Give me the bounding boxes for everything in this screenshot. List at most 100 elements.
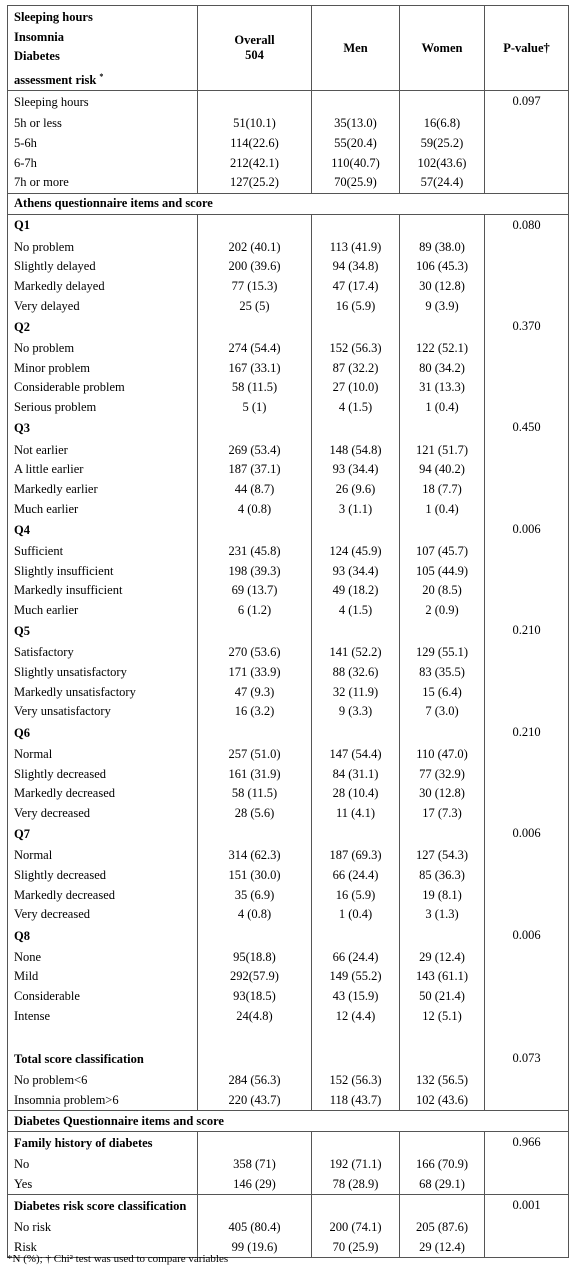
empty-cell bbox=[311, 1026, 400, 1071]
count-cell: 5 (1) bbox=[197, 397, 312, 418]
row-group: Diabetes risk score classification 0.001 N… bbox=[7, 1194, 569, 1258]
row-label: Much earlier bbox=[7, 499, 198, 519]
empty-cell bbox=[484, 378, 569, 398]
p-value: 0.001 bbox=[484, 1194, 569, 1218]
count-cell: 93(18.5) bbox=[197, 986, 312, 1007]
count-cell: 83 (35.5) bbox=[399, 662, 485, 683]
count-cell: 31 (13.3) bbox=[399, 378, 485, 398]
group-heading: Total score classification bbox=[7, 1026, 198, 1071]
group-heading-row: Q1 0.080 bbox=[7, 213, 569, 238]
data-row: Very unsatisfactory 16 (3.2) 9 (3.3) 7 (3.0… bbox=[7, 702, 569, 722]
count-cell: 16(6.8) bbox=[399, 113, 485, 134]
empty-cell bbox=[197, 1026, 312, 1071]
group-heading: Q7 bbox=[7, 823, 198, 846]
row-label: Much earlier bbox=[7, 600, 198, 621]
row-label: Very unsatisfactory bbox=[7, 702, 198, 722]
count-cell: 16 (3.2) bbox=[197, 702, 312, 722]
group-heading-row: Sleeping hours 0.097 bbox=[7, 90, 569, 114]
group-heading: Q1 bbox=[7, 213, 198, 238]
count-cell: 220 (43.7) bbox=[197, 1090, 312, 1111]
count-cell: 110 (47.0) bbox=[399, 744, 485, 765]
count-cell: 127(25.2) bbox=[197, 172, 312, 194]
empty-cell bbox=[399, 518, 485, 542]
count-cell: 121 (51.7) bbox=[399, 440, 485, 460]
empty-cell bbox=[197, 823, 312, 846]
count-cell: 16 (5.9) bbox=[311, 296, 400, 317]
header-line: Sleeping hours bbox=[14, 10, 93, 24]
count-cell: 270 (53.6) bbox=[197, 643, 312, 663]
empty-cell bbox=[484, 397, 569, 418]
count-cell: 66 (24.4) bbox=[311, 947, 400, 968]
data-row: Slightly decreased 161 (31.9) 84 (31.1) 77 … bbox=[7, 764, 569, 784]
row-label: Very decreased bbox=[7, 803, 198, 824]
header-cell: Overall 504 bbox=[197, 5, 312, 91]
empty-cell bbox=[484, 172, 569, 194]
count-cell: 51(10.1) bbox=[197, 113, 312, 134]
count-cell: 25 (5) bbox=[197, 296, 312, 317]
footnote-mark: * bbox=[99, 71, 104, 81]
title-row: Athens questionnaire items and score bbox=[7, 192, 569, 215]
row-group: Q5 0.210 Satisfactory 270 (53.6) 141 (52.2) 1… bbox=[7, 620, 569, 722]
empty-cell bbox=[311, 417, 400, 441]
row-label: Sufficient bbox=[7, 541, 198, 562]
empty-cell bbox=[484, 1006, 569, 1027]
count-cell: 15 (6.4) bbox=[399, 682, 485, 703]
empty-cell bbox=[311, 924, 400, 948]
count-cell: 110(40.7) bbox=[311, 153, 400, 173]
empty-cell bbox=[197, 620, 312, 644]
empty-cell bbox=[484, 358, 569, 379]
count-cell: 95(18.8) bbox=[197, 947, 312, 968]
count-cell: 198 (39.3) bbox=[197, 561, 312, 581]
row-group: Q8 0.006 None 95(18.8) 66 (24.4) 29 (12.4) Mil… bbox=[7, 924, 569, 1027]
count-cell: 166 (70.9) bbox=[399, 1154, 485, 1175]
count-cell: 151 (30.0) bbox=[197, 865, 312, 886]
empty-cell bbox=[484, 1217, 569, 1238]
data-row: Very decreased 4 (0.8) 1 (0.4) 3 (1.3) bbox=[7, 904, 569, 925]
count-cell: 87 (32.2) bbox=[311, 358, 400, 379]
row-label: No problem<6 bbox=[7, 1070, 198, 1091]
count-cell: 7 (3.0) bbox=[399, 702, 485, 722]
data-row: Not earlier 269 (53.4) 148 (54.8) 121 (51.7… bbox=[7, 440, 569, 460]
count-cell: 24(4.8) bbox=[197, 1006, 312, 1027]
row-group: Q2 0.370 No problem 274 (54.4) 152 (56.3) 122… bbox=[7, 316, 569, 418]
count-cell: 200 (39.6) bbox=[197, 256, 312, 277]
row-label: Markedly insufficient bbox=[7, 580, 198, 601]
count-cell: 4 (0.8) bbox=[197, 904, 312, 925]
row-label: No bbox=[7, 1154, 198, 1175]
header-cell: Men bbox=[311, 5, 400, 91]
empty-cell bbox=[399, 213, 485, 238]
count-cell: 32 (11.9) bbox=[311, 682, 400, 703]
empty-cell bbox=[484, 986, 569, 1007]
count-cell: 57(24.4) bbox=[399, 172, 485, 194]
data-row: Markedly earlier 44 (8.7) 26 (9.6) 18 (7.7) bbox=[7, 479, 569, 500]
count-cell: 141 (52.2) bbox=[311, 643, 400, 663]
count-cell: 4 (0.8) bbox=[197, 499, 312, 519]
data-row: Considerable 93(18.5) 43 (15.9) 50 (21.4) bbox=[7, 986, 569, 1007]
data-row: Normal 314 (62.3) 187 (69.3) 127 (54.3) bbox=[7, 845, 569, 866]
empty-cell bbox=[197, 1194, 312, 1218]
data-row: Insomnia problem>6 220 (43.7) 118 (43.7) 10… bbox=[7, 1090, 569, 1111]
empty-cell bbox=[484, 296, 569, 317]
count-cell: 35 (6.9) bbox=[197, 885, 312, 905]
title-row: Diabetes Questionnaire items and score bbox=[7, 1110, 569, 1132]
p-value: 0.073 bbox=[484, 1026, 569, 1071]
count-cell: 30 (12.8) bbox=[399, 276, 485, 297]
count-cell: 29 (12.4) bbox=[399, 1237, 485, 1258]
group-heading-row: Q8 0.006 bbox=[7, 924, 569, 948]
row-label: Slightly insufficient bbox=[7, 561, 198, 581]
count-cell: 27 (10.0) bbox=[311, 378, 400, 398]
data-row: Markedly unsatisfactory 47 (9.3) 32 (11.9)… bbox=[7, 682, 569, 703]
data-row: A little earlier 187 (37.1) 93 (34.4) 94 (4… bbox=[7, 459, 569, 480]
empty-cell bbox=[311, 620, 400, 644]
count-cell: 187 (37.1) bbox=[197, 459, 312, 480]
count-cell: 4 (1.5) bbox=[311, 600, 400, 621]
count-cell: 99 (19.6) bbox=[197, 1237, 312, 1258]
data-row: Risk 99 (19.6) 70 (25.9) 29 (12.4) bbox=[7, 1237, 569, 1258]
row-label: Normal bbox=[7, 744, 198, 765]
empty-cell bbox=[399, 823, 485, 846]
group-heading-row: Q6 0.210 bbox=[7, 721, 569, 745]
data-row: Markedly delayed 77 (15.3) 47 (17.4) 30 (12… bbox=[7, 276, 569, 297]
row-group: Q1 0.080 No problem 202 (40.1) 113 (41.9) 89 … bbox=[7, 213, 569, 317]
count-cell: 118 (43.7) bbox=[311, 1090, 400, 1111]
data-row: No problem<6 284 (56.3) 152 (56.3) 132 (56.… bbox=[7, 1070, 569, 1091]
